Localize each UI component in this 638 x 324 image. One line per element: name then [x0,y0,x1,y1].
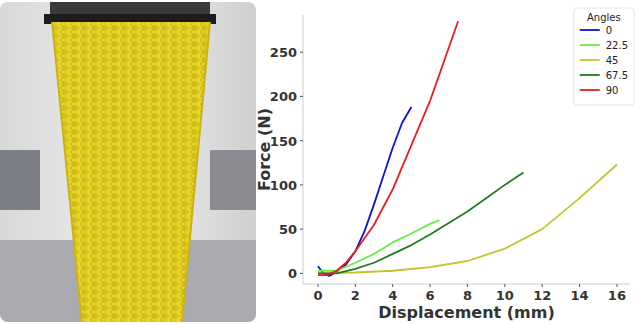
legend-swatch [580,89,600,91]
y-axis-title: Force (N) [255,108,274,191]
series-line [318,220,439,270]
x-tick-label: 14 [571,288,589,303]
legend-title: Angles [587,12,621,23]
y-tick [300,184,303,185]
legend-label: 22.5 [606,40,628,51]
series-line [318,165,617,274]
x-tick [355,284,356,287]
legend-label: 67.5 [606,70,628,81]
y-tick-label: 50 [279,222,297,237]
x-tick-label: 16 [608,288,626,303]
x-tick [579,284,580,287]
y-tick [300,140,303,141]
x-tick [616,284,617,287]
x-tick-label: 12 [533,288,551,303]
legend-box [574,8,634,105]
x-tick-label: 2 [351,288,360,303]
x-axis-title: Displacement (mm) [378,303,554,322]
legend-swatch [580,29,600,31]
legend-swatch [580,44,600,46]
legend-label: 0 [606,25,612,36]
y-tick-label: 200 [270,89,297,104]
x-tick-label: 6 [426,288,435,303]
x-tick-label: 0 [313,288,322,303]
chart: 0246810121416050100150200250Displacement… [0,0,638,324]
x-tick [430,284,431,287]
x-tick [504,284,505,287]
y-tick [300,273,303,274]
y-tick [300,96,303,97]
x-axis-line [303,284,630,285]
legend-swatch [580,59,600,61]
legend-swatch [580,74,600,76]
legend: Angles 0 22.5 45 67.5 90 [574,8,634,105]
x-tick [467,284,468,287]
x-tick [392,284,393,287]
x-tick-label: 4 [388,288,397,303]
y-tick [300,229,303,230]
series-line [318,107,411,276]
y-tick-label: 0 [288,266,297,281]
x-tick-label: 8 [463,288,472,303]
legend-label: 90 [606,85,619,96]
y-tick-label: 250 [270,45,297,60]
x-tick-label: 10 [496,288,514,303]
x-tick [317,284,318,287]
y-tick [300,52,303,53]
x-tick [542,284,543,287]
series-line [318,21,458,275]
legend-label: 45 [606,55,619,66]
y-axis-line [303,15,304,284]
specimen-photo [0,0,258,324]
